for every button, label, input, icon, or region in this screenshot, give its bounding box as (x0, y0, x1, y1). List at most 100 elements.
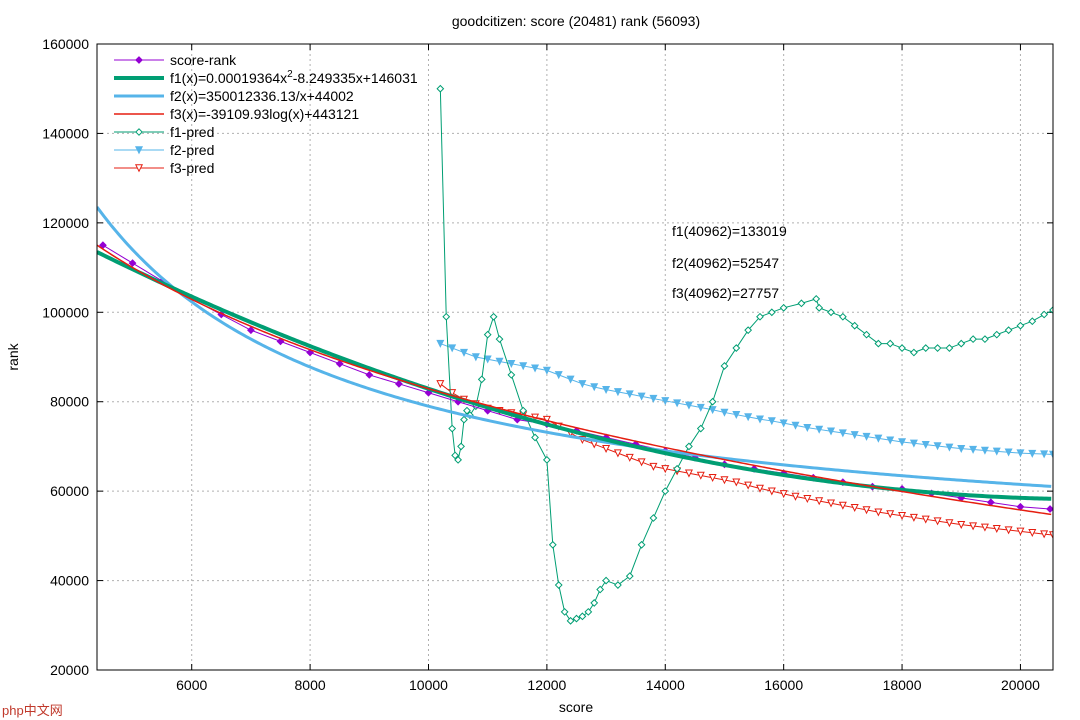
f1-pred-point (661, 487, 670, 496)
legend-label-score-rank: score-rank (170, 52, 237, 68)
f2-pred-point (542, 366, 551, 375)
f3-pred-point (957, 520, 966, 529)
y-tick-label: 60000 (50, 483, 89, 499)
f3-pred-point (779, 490, 788, 499)
f2-pred-point (744, 413, 753, 422)
f2-pred-point (945, 443, 954, 452)
f1-pred-point (862, 330, 871, 339)
f1-pred-point (531, 433, 539, 442)
f3-pred-point (791, 492, 800, 501)
f2-pred-point (519, 362, 528, 371)
f1-pred-point (921, 344, 930, 352)
f1-pred-point (477, 375, 486, 384)
f2-pred-point (980, 446, 989, 455)
f2-pred-point (815, 425, 824, 434)
f2-pred-point (673, 399, 682, 408)
legend-label-f3: f3(x)=-39109.93log(x)+443121 (170, 106, 359, 122)
f2-pred-point (1040, 450, 1049, 459)
y-tick-label: 120000 (42, 215, 89, 231)
f1-pred-point (797, 299, 806, 308)
f2-pred-point (909, 439, 918, 448)
f2-pred-point (495, 357, 504, 366)
f1-pred-point (507, 370, 516, 379)
f1-pred-point (933, 344, 942, 352)
f3-pred-point (708, 474, 717, 483)
f1-pred-point (548, 540, 557, 549)
f2-pred-point (720, 408, 729, 417)
f2-pred-point (862, 432, 871, 441)
f1-pred-point (720, 362, 729, 370)
f1-pred-point (590, 599, 599, 607)
f2-pred-point (1048, 450, 1053, 459)
f1-pred-point (572, 614, 581, 623)
legend-marker-f3-pred (134, 164, 144, 173)
f1-pred-point (442, 312, 451, 321)
f3-pred-point (732, 478, 741, 487)
f2-pred-point (1004, 448, 1013, 457)
f1-pred-point (812, 294, 821, 303)
f2-pred-point (708, 406, 717, 415)
f3-pred-point (874, 508, 883, 517)
f2-pred-point (969, 445, 978, 454)
f1-pred-point (451, 451, 460, 460)
f2-pred-point (531, 364, 540, 373)
f1-pred-point (992, 330, 1001, 339)
f3-pred-point (720, 476, 729, 485)
f2-pred-point (436, 339, 445, 348)
y-tick-label: 140000 (42, 125, 89, 141)
f1-pred-point (708, 397, 717, 406)
f1-pred-point (696, 424, 705, 433)
f1-pred-point (614, 581, 622, 589)
f1-pred-point (436, 84, 445, 93)
f3-pred-point (661, 465, 670, 474)
plot-area (97, 84, 1053, 625)
f2-pred-point (566, 375, 575, 384)
f1-pred-point (542, 455, 551, 464)
f1-pred-point (602, 576, 610, 585)
f2-pred-point (554, 371, 563, 380)
legend-marker-score-rank (135, 56, 143, 64)
y-tick-label: 20000 (50, 662, 89, 678)
watermark-logo: php中文网 (2, 703, 63, 718)
x-tick-label: 8000 (295, 677, 326, 693)
f3-pred-point (898, 512, 907, 521)
x-tick-label: 10000 (409, 677, 448, 693)
f2-pred-point (779, 419, 788, 428)
x-tick-label: 14000 (646, 677, 685, 693)
f1-pred-point (554, 581, 563, 589)
f2-pred-point (590, 383, 599, 392)
x-tick-label: 18000 (883, 677, 922, 693)
f3-pred-point (602, 444, 611, 453)
f2-pred-point (613, 388, 622, 397)
f1-pred-point (649, 514, 658, 522)
f3-pred-point (850, 503, 859, 513)
f3-pred-point (933, 517, 942, 526)
f1-pred-point (898, 344, 906, 352)
f3-pred-point (1004, 526, 1013, 535)
f1-pred-point (945, 344, 954, 352)
f1-pred-point (566, 616, 575, 625)
f2-pred-point (1028, 449, 1037, 458)
f1-pred-point (1004, 326, 1013, 335)
f2-pred-point (637, 392, 646, 401)
f1-pred-point (874, 339, 883, 348)
y-tick-label: 100000 (42, 304, 89, 320)
f1-pred-point (685, 442, 693, 451)
axis-ticks: 6000 8000 10000 12000 14000 16000 18000 20000 20… (42, 36, 1053, 693)
f3-pred-point (755, 484, 764, 493)
f3-pred-point (909, 513, 918, 522)
f3-pred-point (1040, 530, 1049, 539)
f2-pred-point (886, 436, 895, 445)
f1-pred-point (779, 303, 788, 312)
f2-pred-point (602, 385, 611, 394)
f1-pred-point (1016, 321, 1025, 330)
score-rank-point (128, 259, 137, 268)
x-tick-label: 16000 (764, 677, 803, 693)
f1-pred-point (483, 330, 492, 339)
f2-pred-point (767, 417, 776, 426)
f1-pred-point (578, 612, 587, 621)
x-tick-label: 12000 (527, 677, 566, 693)
f2-pred-point (1016, 449, 1025, 458)
f3-pred-point (1048, 531, 1053, 540)
